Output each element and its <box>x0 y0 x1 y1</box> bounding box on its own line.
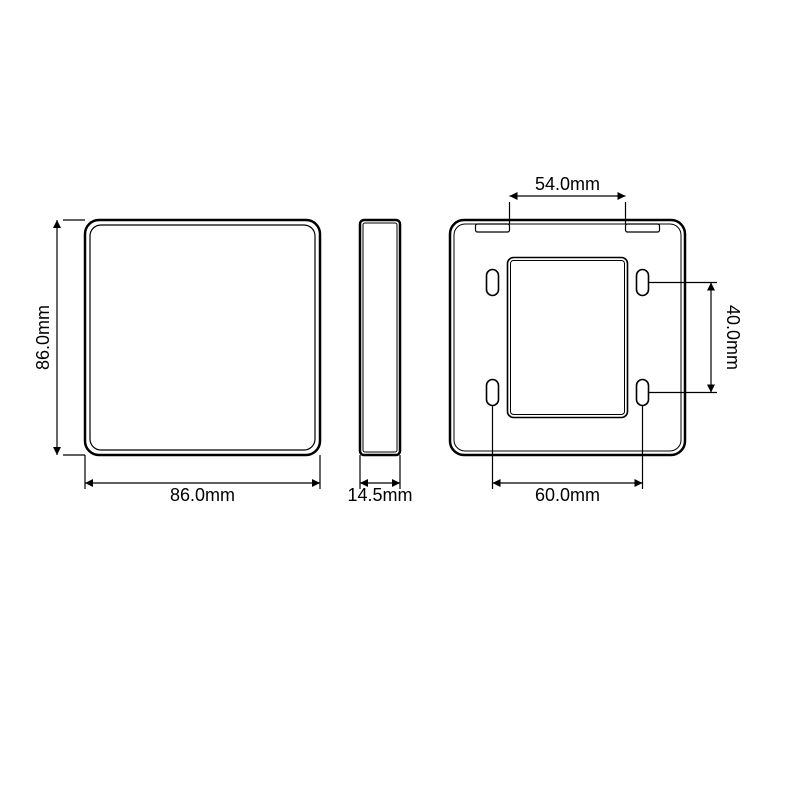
front-view: 86.0mm 86.0mm <box>33 220 320 505</box>
svg-text:14.5mm: 14.5mm <box>347 485 412 505</box>
svg-text:54.0mm: 54.0mm <box>535 174 600 194</box>
svg-text:60.0mm: 60.0mm <box>535 485 600 505</box>
svg-text:86.0mm: 86.0mm <box>33 305 53 370</box>
side-view: 14.5mm <box>347 220 412 505</box>
svg-text:40.0mm: 40.0mm <box>723 305 743 370</box>
svg-text:86.0mm: 86.0mm <box>170 485 235 505</box>
back-view: 54.0mm 60.0mm 40.0mm <box>450 174 743 505</box>
